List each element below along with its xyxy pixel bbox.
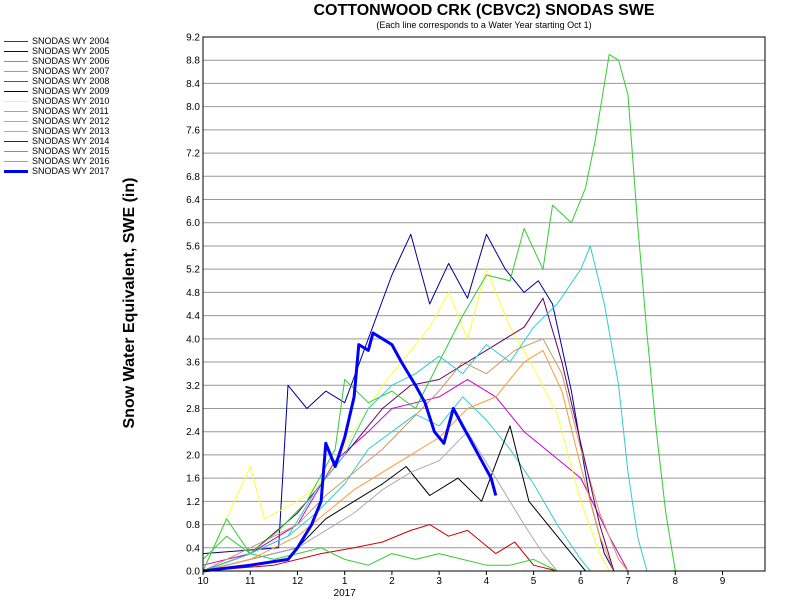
legend-label: SNODAS WY 2016 <box>32 156 110 166</box>
series-line <box>202 297 615 572</box>
y-tick-label: 2.4 <box>186 427 200 438</box>
series-line <box>202 245 648 572</box>
x-tick-label: 9 <box>720 576 726 587</box>
legend-label: SNODAS WY 2004 <box>32 36 110 46</box>
y-tick-label: 4.8 <box>186 288 200 299</box>
legend-item: SNODAS WY 2006 <box>4 56 109 66</box>
x-tick-label: 3 <box>436 576 442 587</box>
legend-label: SNODAS WY 2006 <box>32 56 110 66</box>
legend-item: SNODAS WY 2008 <box>4 76 109 86</box>
legend-label: SNODAS WY 2013 <box>32 126 110 136</box>
legend-swatch <box>4 40 28 42</box>
legend-swatch <box>4 120 28 122</box>
y-tick-label: 1.6 <box>186 474 200 485</box>
legend-label: SNODAS WY 2014 <box>32 136 110 146</box>
legend-swatch <box>4 80 28 82</box>
legend-item: SNODAS WY 2015 <box>4 146 109 156</box>
legend-swatch <box>4 70 28 72</box>
legend-item: SNODAS WY 2017 <box>4 166 109 176</box>
series-line <box>202 53 676 572</box>
legend-swatch <box>4 140 28 142</box>
x-tick-label: 8 <box>672 576 678 587</box>
chart-title: COTTONWOOD CRK (CBVC2) SNODAS SWE <box>313 2 655 19</box>
legend-swatch <box>4 130 28 132</box>
legend-label: SNODAS WY 2012 <box>32 116 110 126</box>
legend-swatch <box>4 60 28 62</box>
legend-label: SNODAS WY 2009 <box>32 86 110 96</box>
y-tick-label: 8.8 <box>186 56 200 67</box>
legend-item: SNODAS WY 2009 <box>4 86 109 96</box>
y-tick-label: 0.0 <box>186 567 200 578</box>
x-tick-label: 10 <box>197 576 209 587</box>
series-line <box>202 425 586 572</box>
legend-label: SNODAS WY 2007 <box>32 66 110 76</box>
legend-item: SNODAS WY 2007 <box>4 66 109 76</box>
y-tick-label: 9.2 <box>186 33 200 44</box>
legend-swatch <box>4 100 28 102</box>
y-tick-label: 6.4 <box>186 195 200 206</box>
plot-area <box>203 37 765 571</box>
series-line <box>202 268 610 572</box>
legend-item: SNODAS WY 2012 <box>4 116 109 126</box>
y-tick-label: 0.8 <box>186 520 200 531</box>
x-tick-label: 11 <box>245 576 256 587</box>
legend-swatch <box>4 169 28 173</box>
legend-item: SNODAS WY 2010 <box>4 96 109 106</box>
series-line <box>202 524 558 572</box>
legend-swatch <box>4 160 28 162</box>
legend-swatch <box>4 50 28 52</box>
x-tick-label: 2 <box>389 576 395 587</box>
y-tick-label: 3.6 <box>186 358 200 369</box>
legend-label: SNODAS WY 2015 <box>32 146 110 156</box>
y-tick-label: 5.2 <box>186 265 200 276</box>
legend-label: SNODAS WY 2005 <box>32 46 110 56</box>
y-tick-label: 8.0 <box>186 102 200 113</box>
x-tick-label: 12 <box>292 576 304 587</box>
series-line <box>202 379 629 572</box>
y-tick-label: 6.8 <box>186 172 200 183</box>
legend-label: SNODAS WY 2017 <box>32 166 110 176</box>
legend: SNODAS WY 2004 SNODAS WY 2005 SNODAS WY 20… <box>4 36 109 176</box>
y-tick-label: 3.2 <box>186 381 200 392</box>
y-tick-label: 4.4 <box>186 311 200 322</box>
y-tick-label: 2.0 <box>186 450 200 461</box>
legend-item: SNODAS WY 2005 <box>4 46 109 56</box>
y-tick-label: 6.0 <box>186 218 200 229</box>
legend-swatch <box>4 90 28 92</box>
y-tick-label: 1.2 <box>186 497 200 508</box>
year-label: 2017 <box>334 588 357 599</box>
y-tick-label: 5.6 <box>186 241 200 252</box>
legend-swatch <box>4 110 28 112</box>
legend-swatch <box>4 150 28 152</box>
y-tick-label: 8.4 <box>186 79 200 90</box>
legend-label: SNODAS WY 2011 <box>32 106 109 116</box>
series-line <box>202 233 615 572</box>
y-tick-label: 7.2 <box>186 149 200 160</box>
x-tick-label: 1 <box>342 576 348 587</box>
legend-label: SNODAS WY 2010 <box>32 96 110 106</box>
legend-label: SNODAS WY 2008 <box>32 76 110 86</box>
y-tick-label: 4.0 <box>186 334 200 345</box>
x-tick-label: 7 <box>625 576 631 587</box>
legend-item: SNODAS WY 2016 <box>4 156 109 166</box>
y-tick-label: 0.4 <box>186 543 200 554</box>
x-tick-label: 4 <box>484 576 490 587</box>
chart-subtitle: (Each line corresponds to a Water Year s… <box>376 20 592 30</box>
legend-item: SNODAS WY 2004 <box>4 36 109 46</box>
x-tick-label: 5 <box>531 576 537 587</box>
plot-frame <box>202 36 766 572</box>
legend-item: SNODAS WY 2013 <box>4 126 109 136</box>
legend-item: SNODAS WY 2014 <box>4 136 109 146</box>
series-line <box>202 331 498 573</box>
y-tick-label: 7.6 <box>186 125 200 136</box>
y-tick-label: 2.8 <box>186 404 200 415</box>
series-line <box>202 396 591 572</box>
x-tick-label: 6 <box>578 576 584 587</box>
legend-item: SNODAS WY 2011 <box>4 106 109 116</box>
